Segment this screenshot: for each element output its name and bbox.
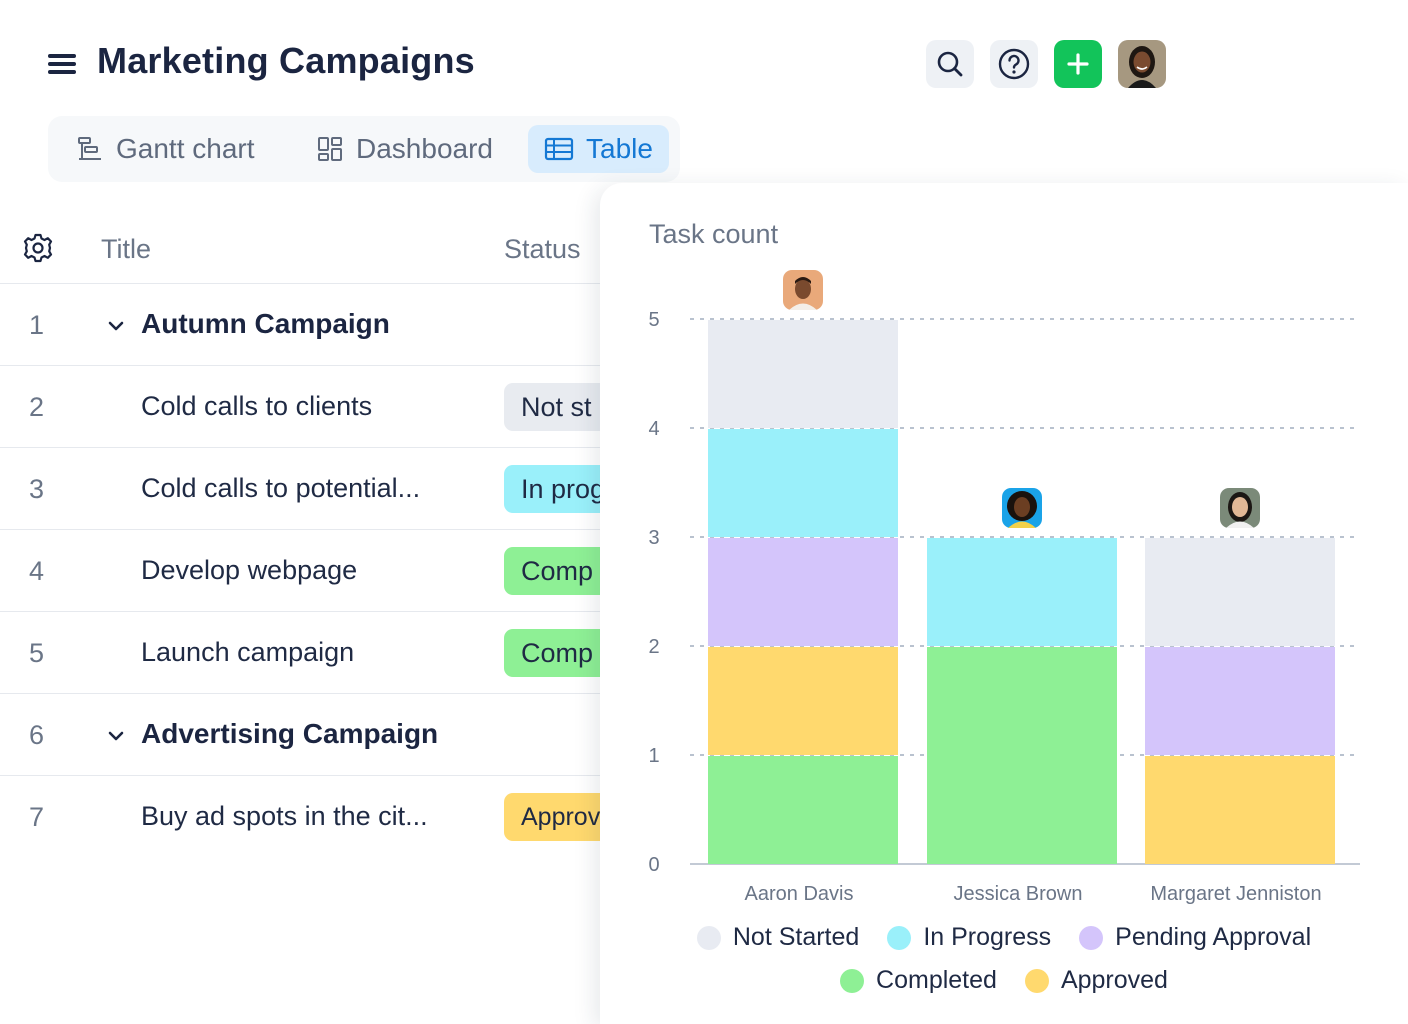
tab-gantt-chart[interactable]: Gantt chart — [60, 125, 271, 173]
legend-label: Approved — [1060, 966, 1168, 994]
help-button[interactable] — [990, 40, 1038, 88]
bar-segment-approved — [1145, 756, 1335, 864]
table-row: 7 Buy ad spots in the cit... Approv — [0, 776, 644, 858]
bar-segment-pending-approval — [1145, 647, 1335, 755]
task-title[interactable]: Cold calls to potential... — [141, 473, 421, 503]
legend-item-approved[interactable]: Approved — [1024, 966, 1168, 995]
row-number: 7 — [29, 802, 45, 832]
tab-label-dashboard: Dashboard — [356, 133, 493, 164]
row-number: 6 — [29, 720, 45, 750]
row-number: 2 — [29, 392, 45, 422]
chart-title: Task count — [649, 219, 779, 249]
legend-item-pending-approval[interactable]: Pending Approval — [1079, 923, 1311, 952]
x-category-label: Margaret Jenniston — [1150, 883, 1321, 905]
legend-label: Completed — [876, 966, 997, 994]
search-icon — [937, 51, 963, 77]
user-avatar-icon — [1118, 40, 1166, 88]
legend-label: In Progress — [923, 923, 1052, 951]
table-row-group: 1 Autumn Campaign — [0, 284, 640, 366]
row-number: 5 — [29, 638, 45, 668]
group-title[interactable]: Autumn Campaign — [141, 308, 390, 339]
y-tick-label: 0 — [648, 854, 659, 876]
bar-segment-in-progress — [708, 429, 898, 537]
legend-item-completed[interactable]: Completed — [840, 966, 997, 995]
chevron-down-icon[interactable] — [106, 316, 126, 336]
task-count-chart: 0 1 2 3 4 5 Aaron Davis Jessica Brown Margaret J… — [648, 270, 1360, 905]
y-tick-label: 1 — [648, 745, 659, 767]
gear-icon[interactable] — [22, 232, 54, 264]
row-number: 1 — [29, 310, 45, 340]
legend-item-in-progress[interactable]: In Progress — [887, 923, 1051, 952]
assignee-avatar — [783, 270, 823, 310]
chevron-down-icon[interactable] — [106, 726, 126, 746]
table-header: Title Status — [0, 212, 640, 284]
bar-segment-not-started — [1145, 538, 1335, 646]
menu-icon[interactable] — [46, 52, 78, 76]
y-tick-label: 3 — [648, 527, 659, 549]
legend-swatch — [840, 968, 865, 993]
table-row: 3 Cold calls to potential... In prog — [0, 448, 644, 530]
gantt-icon — [78, 137, 101, 160]
help-icon — [998, 48, 1030, 80]
plus-icon — [1067, 53, 1089, 75]
row-number: 3 — [29, 474, 45, 504]
bar-segment-completed — [708, 756, 898, 864]
bar-segment-approved — [708, 647, 898, 755]
legend-swatch — [696, 925, 721, 950]
table-row: 4 Develop webpage Comp — [0, 530, 644, 612]
legend-label: Not Started — [732, 923, 860, 951]
table-icon — [544, 137, 574, 161]
y-tick-label: 4 — [648, 418, 659, 440]
user-avatar[interactable] — [1118, 40, 1166, 88]
legend-label: Pending Approval — [1115, 923, 1312, 951]
chart-legend: Not Started In Progress Pending Approval C… — [600, 923, 1408, 1009]
bar-segment-completed — [927, 647, 1117, 864]
tab-table[interactable]: Table — [528, 125, 669, 173]
page-title: Marketing Campaigns — [97, 40, 475, 81]
task-table: Title Status 1 Autumn Campaign 2 Cold ca… — [0, 212, 644, 858]
x-category-label: Jessica Brown — [954, 883, 1083, 905]
tab-label-gantt: Gantt chart — [116, 133, 255, 164]
column-header-status[interactable]: Status — [504, 234, 581, 264]
row-number: 4 — [29, 556, 45, 586]
view-tabs: Gantt chart Dashboard Table — [48, 116, 680, 182]
assignee-avatar — [1220, 488, 1260, 528]
legend-swatch — [887, 925, 912, 950]
column-header-title[interactable]: Title — [101, 234, 152, 264]
table-row: 5 Launch campaign Comp — [0, 612, 644, 694]
y-tick-label: 5 — [648, 309, 659, 331]
task-title[interactable]: Launch campaign — [141, 637, 355, 667]
assignee-avatar — [1002, 488, 1042, 528]
group-title[interactable]: Advertising Campaign — [141, 718, 439, 749]
legend-swatch — [1024, 968, 1049, 993]
bar-segment-in-progress — [927, 538, 1117, 646]
legend-swatch — [1079, 925, 1104, 950]
legend-item-not-started[interactable]: Not Started — [696, 923, 860, 952]
tab-dashboard[interactable]: Dashboard — [300, 125, 509, 173]
tab-label-table: Table — [586, 133, 653, 164]
x-category-label: Aaron Davis — [745, 883, 854, 905]
table-row: 2 Cold calls to clients Not st — [0, 366, 644, 448]
add-button[interactable] — [1054, 40, 1102, 88]
task-title[interactable]: Buy ad spots in the cit... — [141, 801, 428, 831]
search-button[interactable] — [926, 40, 974, 88]
bar-segment-pending-approval — [708, 538, 898, 646]
y-tick-label: 2 — [648, 636, 659, 658]
task-title[interactable]: Develop webpage — [141, 555, 358, 585]
dashboard-icon — [318, 137, 342, 161]
task-title[interactable]: Cold calls to clients — [141, 391, 373, 421]
table-row-group: 6 Advertising Campaign — [0, 694, 640, 776]
bar-segment-not-started — [708, 320, 898, 428]
task-count-chart-card: Task count 0 1 2 3 4 5 Aaron Davis Jessica Brow… — [600, 183, 1408, 1024]
